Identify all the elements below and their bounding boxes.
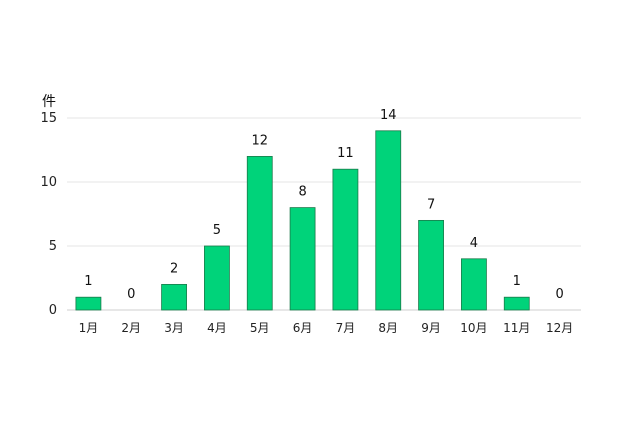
- x-tick-label: 9月: [421, 321, 441, 335]
- bar: [418, 219, 444, 311]
- bar: [375, 130, 402, 311]
- bars: [75, 130, 530, 311]
- data-label: 5: [213, 223, 221, 238]
- x-tick-label: 5月: [250, 321, 270, 335]
- data-label: 0: [127, 287, 135, 302]
- data-label: 14: [380, 108, 397, 123]
- y-tick-label: 5: [49, 239, 57, 254]
- y-tick-label: 0: [49, 303, 57, 318]
- data-label: 8: [298, 185, 306, 200]
- bar: [161, 283, 187, 311]
- grid-lines: [67, 117, 581, 311]
- data-label: 2: [170, 261, 178, 276]
- x-axis: 1月 2月 3月 4月 5月 6月 7月 8月 9月 10月 11月 12月: [79, 321, 574, 335]
- x-tick-label: 8月: [378, 321, 398, 335]
- bar: [289, 207, 316, 311]
- x-tick-label: 12月: [546, 321, 573, 335]
- bar: [332, 168, 359, 311]
- x-tick-label: 4月: [207, 321, 227, 335]
- y-axis: 0 5 10 15: [40, 111, 57, 318]
- data-label: 12: [251, 133, 268, 148]
- x-tick-label: 2月: [121, 321, 141, 335]
- bar: [204, 245, 230, 311]
- bar: [461, 258, 487, 311]
- data-label: 4: [470, 236, 478, 251]
- y-tick-label: 10: [40, 175, 57, 190]
- x-tick-label: 1月: [79, 321, 99, 335]
- bar: [503, 296, 530, 311]
- data-labels: 1 0 2 5 12 8 11 14 7 4 1 0: [84, 108, 563, 302]
- x-tick-label: 10月: [460, 321, 487, 335]
- data-label: 7: [427, 197, 435, 212]
- x-tick-label: 7月: [336, 321, 356, 335]
- y-axis-unit-label: 件: [42, 94, 56, 110]
- bar: [75, 296, 102, 311]
- x-tick-label: 6月: [293, 321, 313, 335]
- bar: [246, 155, 273, 311]
- data-label: 1: [513, 274, 521, 289]
- y-tick-label: 15: [40, 111, 57, 126]
- data-label: 0: [555, 287, 563, 302]
- data-label: 11: [337, 146, 354, 161]
- x-tick-label: 3月: [164, 321, 184, 335]
- x-tick-label: 11月: [503, 321, 530, 335]
- data-label: 1: [84, 274, 92, 289]
